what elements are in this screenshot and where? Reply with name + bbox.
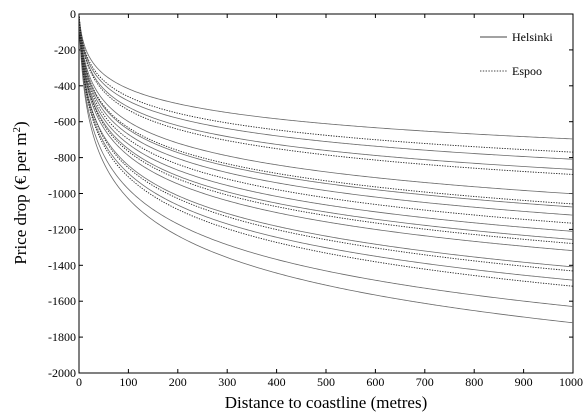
- x-tick-label: 1000: [559, 375, 583, 389]
- x-tick-label: 500: [317, 375, 335, 389]
- espoo-curve: [79, 14, 573, 205]
- espoo-curve: [79, 14, 573, 224]
- y-tick-label: -600: [54, 115, 76, 129]
- helsinki-curve: [79, 14, 573, 208]
- y-tick-label: -1200: [48, 222, 76, 236]
- espoo-curve: [79, 14, 573, 272]
- helsinki-curve: [79, 14, 573, 140]
- espoo-curve: [79, 14, 573, 153]
- y-tick-label: -200: [54, 43, 76, 57]
- y-tick-label: -1800: [48, 330, 76, 344]
- legend-label-helsinki: Helsinki: [512, 30, 553, 44]
- y-axis-label: Price drop (€ per m2): [11, 121, 30, 264]
- legend: Helsinki Espoo: [480, 30, 553, 78]
- y-axis-label-sup: 2: [11, 127, 23, 133]
- espoo-curve: [79, 14, 573, 244]
- x-axis-label: Distance to coastline (metres): [225, 393, 428, 412]
- helsinki-curve: [79, 14, 573, 216]
- y-tick-label: -1000: [48, 187, 76, 201]
- x-tick-label: 900: [515, 375, 533, 389]
- y-axis-label-main: Price drop (€ per m: [11, 132, 30, 264]
- helsinki-curve: [79, 14, 573, 281]
- y-tick-label: -2000: [48, 366, 76, 380]
- helsinki-curve: [79, 14, 573, 268]
- x-tick-label: 0: [76, 375, 82, 389]
- x-tick-label: 100: [119, 375, 137, 389]
- helsinki-curve: [79, 14, 573, 240]
- helsinki-curve: [79, 14, 573, 232]
- espoo-curve: [79, 14, 573, 287]
- x-tick-label: 600: [366, 375, 384, 389]
- y-tick-label: 0: [70, 7, 76, 21]
- x-tick-label: 800: [465, 375, 483, 389]
- x-tick-label: 400: [268, 375, 286, 389]
- x-tick-label: 300: [218, 375, 236, 389]
- helsinki-curve: [79, 14, 573, 170]
- y-tick-label: -1600: [48, 294, 76, 308]
- x-tick-label: 700: [416, 375, 434, 389]
- helsinki-curve: [79, 14, 573, 252]
- x-tick-label: 200: [169, 375, 187, 389]
- helsinki-curve: [79, 14, 573, 195]
- y-tick-label: -800: [54, 151, 76, 165]
- helsinki-curve: [79, 14, 573, 307]
- espoo-curve: [79, 14, 573, 175]
- plot-area: [78, 13, 574, 374]
- series-curves: [79, 14, 573, 324]
- axis-tick-labels: 0 100 200 300 400 500 600 700 800 900 1000 0 -200 -40…: [48, 7, 583, 389]
- legend-label-espoo: Espoo: [512, 64, 542, 78]
- helsinki-curve: [79, 14, 573, 160]
- y-tick-label: -1400: [48, 258, 76, 272]
- helsinki-curve: [79, 14, 573, 324]
- y-tick-label: -400: [54, 79, 76, 93]
- y-axis-label-tail: ): [11, 121, 30, 127]
